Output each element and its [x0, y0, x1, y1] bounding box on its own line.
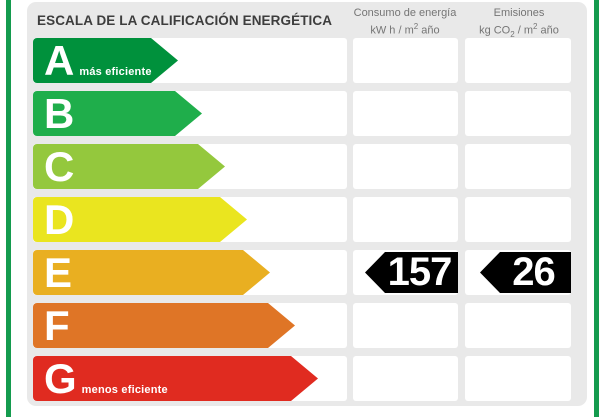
- emisiones-cell-a: [465, 38, 571, 83]
- energy-scale-panel: ESCALA DE LA CALIFICACIÓN ENERGÉTICA Con…: [27, 2, 587, 406]
- rating-letter-e: E: [44, 250, 73, 295]
- rating-arrow-c: C: [33, 144, 225, 189]
- rating-arrow-b: B: [33, 91, 202, 136]
- rating-letter-d: D: [44, 197, 75, 242]
- emisiones-cell-g: [465, 356, 571, 401]
- right-accent-stripe: [594, 0, 599, 417]
- consumo-cell-b: [353, 91, 458, 136]
- rating-row-e: E 157 26: [27, 250, 587, 295]
- consumo-header-units: kW h / m2 año: [370, 22, 440, 37]
- rating-row-b: B: [27, 91, 587, 136]
- emisiones-value: 26: [512, 250, 555, 294]
- rating-letter-c: C: [44, 144, 75, 189]
- consumo-cell-a: [353, 38, 458, 83]
- rating-note-g: menos eficiente: [81, 384, 168, 396]
- column-header-consumo: Consumo de energía kW h / m2 año: [344, 6, 466, 38]
- rating-letter-g: G: [44, 356, 77, 401]
- rating-note-a: más eficiente: [79, 66, 152, 78]
- emisiones-header-units: kg CO2 / m2 año: [479, 22, 559, 39]
- emisiones-cell-b: [465, 91, 571, 136]
- consumo-cell-f: [353, 303, 458, 348]
- left-accent-stripe: [6, 0, 11, 417]
- rating-arrow-a: A más eficiente: [33, 38, 178, 83]
- rating-letter-a: A: [44, 38, 75, 83]
- rating-row-c: C: [27, 144, 587, 189]
- emisiones-value-pointer: 26: [480, 252, 571, 293]
- scale-title: ESCALA DE LA CALIFICACIÓN ENERGÉTICA: [37, 13, 333, 28]
- column-header-emisiones: Emisiones kg CO2 / m2 año: [458, 6, 580, 42]
- rating-arrow-g: G menos eficiente: [33, 356, 318, 401]
- rating-row-f: F: [27, 303, 587, 348]
- emisiones-cell-d: [465, 197, 571, 242]
- emisiones-header-name: Emisiones: [493, 7, 545, 19]
- consumo-value: 157: [387, 250, 453, 294]
- rating-row-d: D: [27, 197, 587, 242]
- consumo-cell-g: [353, 356, 458, 401]
- consumo-header-name: Consumo de energía: [353, 7, 457, 19]
- rating-arrow-f: F: [33, 303, 295, 348]
- rating-row-a: A más eficiente: [27, 38, 587, 83]
- consumo-value-pointer: 157: [365, 252, 458, 293]
- rating-arrow-e: E: [33, 250, 270, 295]
- consumo-cell-c: [353, 144, 458, 189]
- rating-row-g: G menos eficiente: [27, 356, 587, 401]
- rating-letter-f: F: [44, 303, 70, 348]
- emisiones-cell-c: [465, 144, 571, 189]
- rating-arrow-d: D: [33, 197, 247, 242]
- rating-letter-b: B: [44, 91, 75, 136]
- emisiones-cell-f: [465, 303, 571, 348]
- consumo-cell-d: [353, 197, 458, 242]
